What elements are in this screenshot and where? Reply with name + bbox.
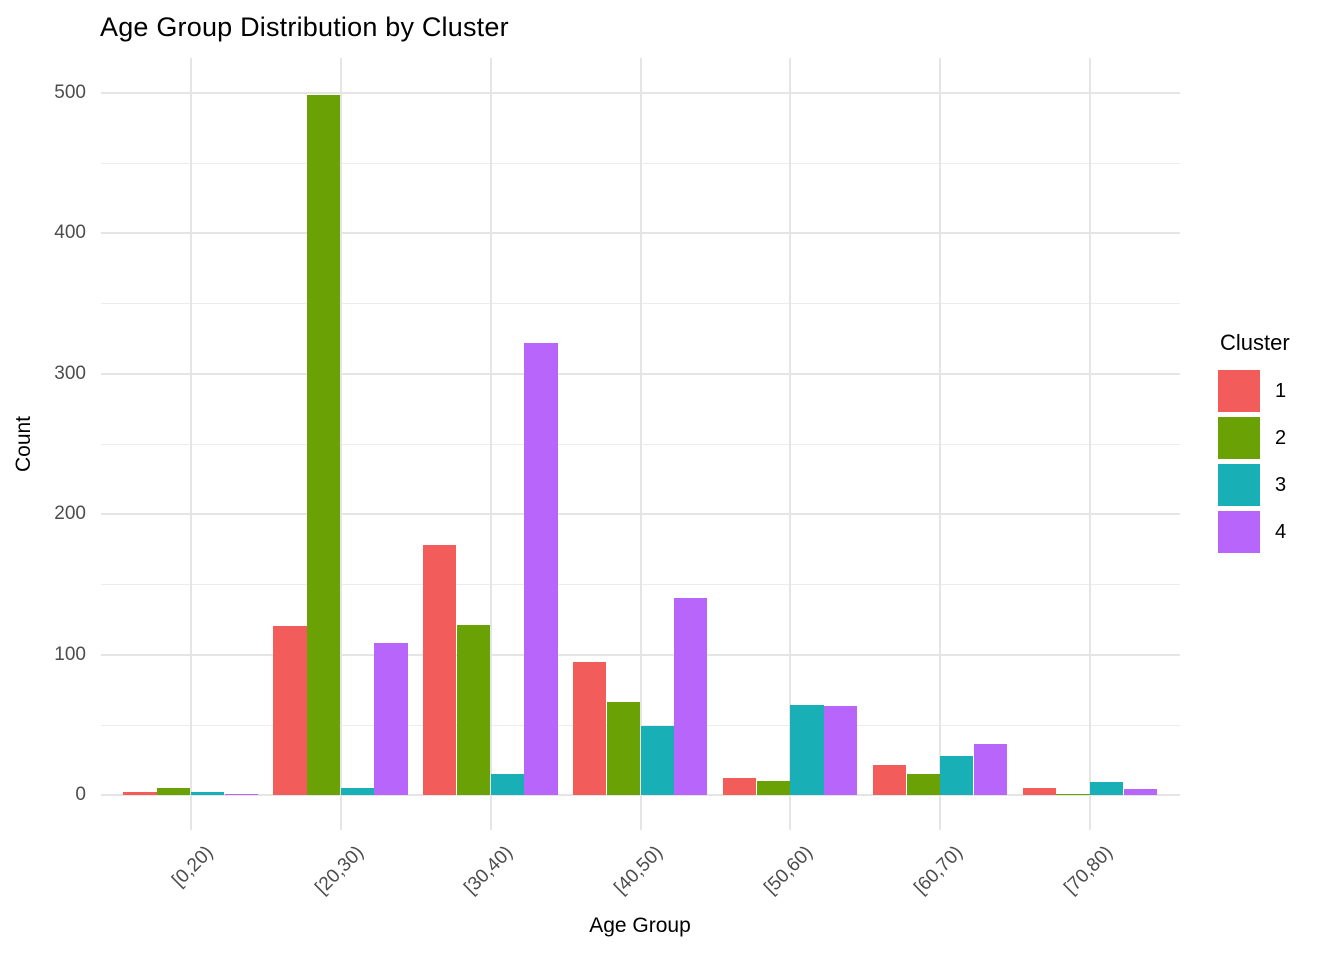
gridline-vertical — [339, 58, 342, 830]
legend-label: 3 — [1275, 473, 1287, 496]
x-tick-label: [40,50) — [610, 842, 668, 899]
bar-cluster-4 — [674, 598, 708, 795]
y-tick-label: 200 — [54, 503, 86, 524]
gridline-vertical — [489, 58, 492, 830]
bar-cluster-1 — [722, 778, 757, 795]
bar-cluster-4 — [824, 706, 858, 795]
x-tick-label: [50,60) — [760, 842, 818, 899]
legend-label: 2 — [1275, 426, 1287, 449]
bar-cluster-1 — [573, 661, 607, 795]
bar-cluster-2 — [1056, 793, 1090, 795]
legend-item: 1 — [1218, 370, 1340, 412]
legend-swatch-cluster-4 — [1218, 511, 1260, 553]
x-axis-title: Age Group — [589, 914, 691, 937]
legend-item: 2 — [1218, 417, 1340, 459]
bar-cluster-3 — [490, 773, 524, 795]
y-axis-title: Count — [12, 415, 35, 473]
y-tick-label: 0 — [75, 784, 86, 805]
bar-cluster-1 — [872, 765, 906, 795]
x-tick-label: [70,80) — [1060, 842, 1117, 899]
legend: Cluster 1 2 3 4 — [1218, 330, 1340, 558]
y-tick-label: 300 — [54, 362, 86, 384]
x-tick-label: [20,30) — [310, 842, 368, 899]
gridline-vertical — [189, 58, 192, 830]
bar-cluster-3 — [340, 787, 374, 795]
legend-swatch-cluster-3 — [1218, 464, 1260, 506]
bar-cluster-3 — [1090, 782, 1124, 795]
bar-cluster-2 — [756, 780, 790, 795]
legend-label: 4 — [1275, 520, 1287, 543]
bar-cluster-2 — [906, 773, 940, 795]
x-tick-label: [0,20) — [168, 842, 218, 892]
bar-cluster-1 — [1022, 787, 1056, 795]
y-tick-label: 100 — [54, 643, 86, 665]
y-tick-label: 400 — [54, 222, 86, 243]
bar-cluster-2 — [157, 787, 191, 795]
bar-cluster-4 — [1123, 789, 1158, 795]
bar-cluster-2 — [307, 95, 341, 795]
bar-cluster-1 — [123, 792, 157, 795]
bar-cluster-3 — [790, 705, 824, 795]
bar-cluster-1 — [423, 544, 457, 795]
legend-item: 4 — [1218, 511, 1340, 553]
gridline-vertical — [1089, 58, 1092, 830]
bar-cluster-1 — [273, 626, 307, 795]
bar-cluster-4 — [524, 342, 558, 795]
legend-title: Cluster — [1220, 330, 1290, 355]
gridline-vertical — [639, 58, 642, 830]
y-tick-label: 500 — [54, 81, 86, 103]
x-tick-label: [60,70) — [910, 842, 968, 899]
legend-swatch-cluster-2 — [1218, 417, 1260, 459]
bar-cluster-3 — [640, 726, 674, 795]
bar-cluster-3 — [190, 792, 225, 795]
legend-items: 1 2 3 4 — [1218, 370, 1340, 553]
legend-label: 1 — [1275, 379, 1287, 402]
bar-cluster-2 — [606, 702, 640, 795]
gridline-vertical — [789, 58, 792, 830]
bar-cluster-3 — [940, 755, 974, 795]
bar-cluster-4 — [224, 793, 258, 795]
bar-cluster-2 — [456, 624, 491, 795]
legend-item: 3 — [1218, 464, 1340, 506]
chart-title: Age Group Distribution by Cluster — [100, 12, 509, 42]
plot-panel — [101, 58, 1180, 830]
x-tick-label: [30,40) — [460, 842, 518, 899]
bar-cluster-4 — [374, 643, 408, 795]
legend-swatch-cluster-1 — [1218, 370, 1260, 412]
bar-cluster-4 — [973, 744, 1008, 795]
gridline-vertical — [939, 58, 942, 830]
